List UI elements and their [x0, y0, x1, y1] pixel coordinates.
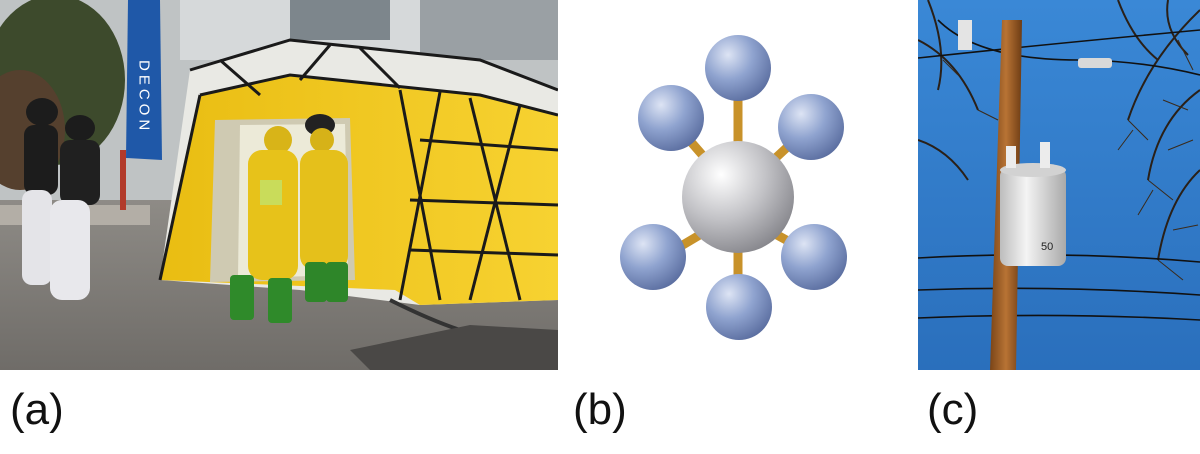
- transformer-mark: 50: [1041, 241, 1053, 253]
- molecule-model: [596, 20, 876, 350]
- banner-text: DECON: [136, 60, 153, 134]
- insulator: [1078, 58, 1112, 68]
- outer-atom: [778, 94, 844, 160]
- photo-decon-tent: DECON: [0, 0, 558, 370]
- transformer: 50: [1000, 142, 1066, 266]
- decon-tent: [158, 38, 558, 305]
- outer-atom: [781, 224, 847, 290]
- caption-b: (b): [573, 385, 627, 434]
- hazmat-worker-2: [300, 114, 348, 302]
- outer-atom: [706, 274, 772, 340]
- photo-utility-pole: 50: [918, 0, 1200, 370]
- responder-left: [22, 98, 58, 285]
- tree-branches: [918, 0, 1200, 261]
- central-atom: [682, 141, 794, 253]
- outer-atom: [638, 85, 704, 151]
- decon-banner: DECON: [126, 0, 162, 160]
- hazmat-worker-1: [230, 126, 298, 323]
- responder-center: [50, 115, 100, 300]
- insulator: [958, 20, 972, 50]
- caption-a: (a): [10, 385, 64, 434]
- caption-c: (c): [927, 385, 979, 434]
- outer-atom: [705, 35, 771, 101]
- outer-atom: [620, 224, 686, 290]
